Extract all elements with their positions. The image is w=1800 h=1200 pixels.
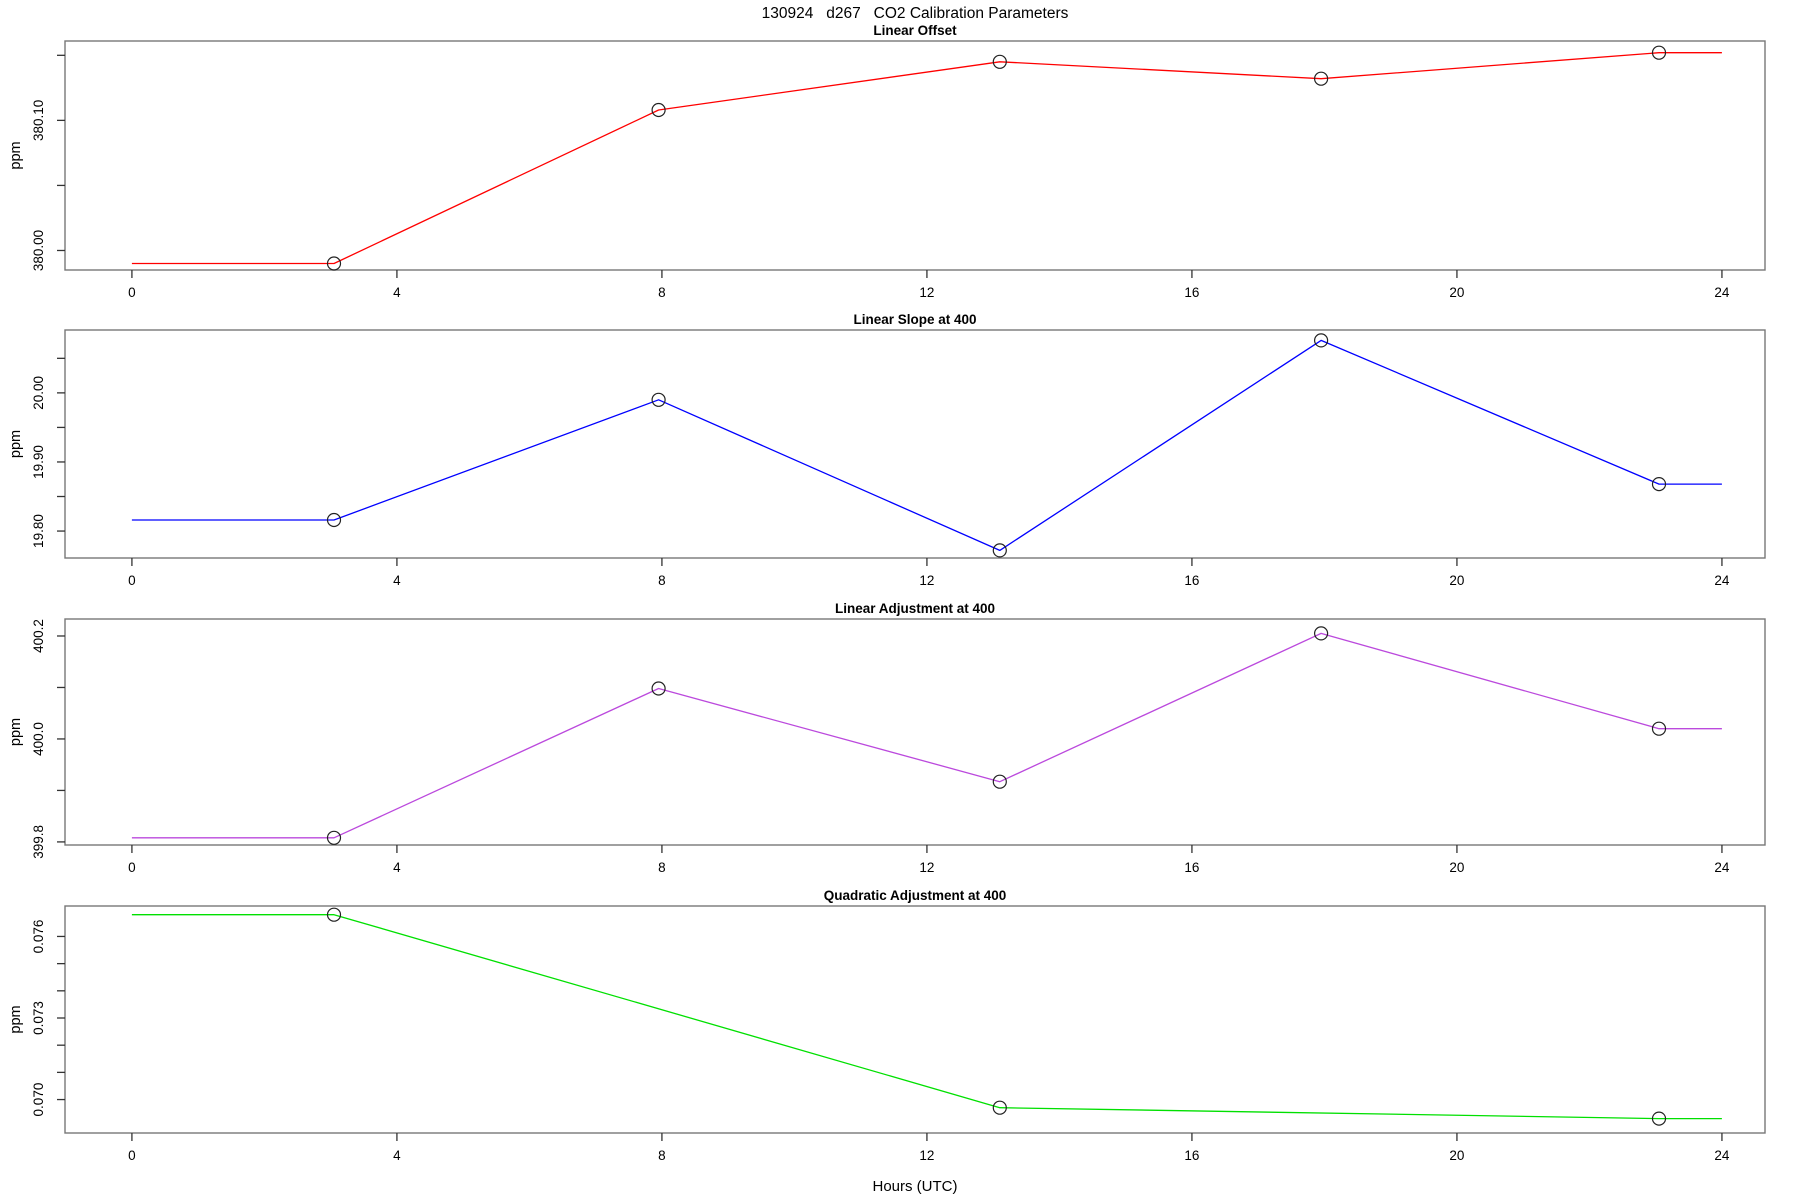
x-tick-label: 12: [919, 573, 934, 588]
panel-title: Linear Slope at 400: [853, 312, 976, 327]
panel-4: Quadratic Adjustment at 400 0.070 0.073 0.0…: [8, 888, 1766, 1163]
y-axis-title: ppm: [8, 1005, 24, 1033]
x-tick-label: 8: [658, 573, 666, 588]
x-tick-label: 24: [1714, 285, 1730, 300]
data-point: [1313, 71, 1329, 86]
x-tick-label: 8: [658, 1148, 666, 1163]
x-tick-label: 16: [1184, 1148, 1199, 1163]
data-point: [326, 256, 342, 271]
x-tick-label: 4: [393, 573, 401, 588]
x-tick-label: 24: [1714, 1148, 1730, 1163]
panel-border: [64, 329, 1766, 559]
y-tick-label: 400.0: [31, 722, 46, 756]
y-tick-label: 19.80: [31, 514, 46, 548]
x-tick-label: 0: [128, 1148, 136, 1163]
data-point: [651, 102, 666, 118]
y-axis-title: ppm: [8, 430, 24, 458]
x-tick-label: 20: [1449, 285, 1464, 300]
panel-3: Linear Adjustment at 400 399.8 400.0 400.2 p…: [8, 601, 1766, 875]
data-line: [131, 52, 1722, 265]
x-tick-label: 12: [919, 1148, 934, 1163]
data-point: [326, 907, 342, 922]
x-axis-title: Hours (UTC): [873, 1178, 958, 1195]
x-tick-label: 12: [919, 860, 934, 875]
y-tick-label: 380.10: [31, 100, 46, 141]
panel-title: Linear Offset: [873, 23, 957, 38]
x-tick-label: 24: [1714, 573, 1730, 588]
x-tick-label: 8: [658, 860, 666, 875]
x-tick-label: 0: [128, 573, 136, 588]
y-tick-label: 0.076: [31, 920, 46, 954]
x-tick-label: 20: [1449, 1148, 1464, 1163]
panel-border: [64, 905, 1766, 1134]
data-point: [1651, 721, 1667, 736]
y-tick-label: 0.070: [31, 1083, 46, 1117]
panel-border: [64, 618, 1766, 846]
x-tick-label: 16: [1184, 285, 1199, 300]
x-tick-label: 0: [128, 285, 136, 300]
x-tick-label: 20: [1449, 573, 1464, 588]
x-tick-label: 16: [1184, 573, 1199, 588]
data-point: [1651, 477, 1667, 492]
x-tick-label: 4: [393, 285, 401, 300]
data-point: [1651, 1111, 1667, 1126]
y-tick-label: 20.00: [31, 376, 46, 410]
panel-border: [64, 40, 1766, 271]
x-tick-label: 24: [1714, 860, 1730, 875]
panel-title: Quadratic Adjustment at 400: [824, 888, 1007, 903]
data-line: [131, 632, 1722, 839]
y-tick-label: 0.073: [31, 1001, 46, 1035]
data-point: [992, 54, 1007, 69]
panel-2: Linear Slope at 400 19.80 19.90 20.00 ppm 0 4 8…: [8, 312, 1766, 588]
data-line: [131, 914, 1722, 1120]
data-point: [992, 543, 1007, 558]
figure-title: 130924 d267 CO2 Calibration Parameters: [762, 5, 1069, 22]
data-line: [131, 339, 1722, 552]
data-point: [326, 512, 342, 528]
x-tick-label: 0: [128, 860, 136, 875]
x-tick-label: 4: [393, 1148, 401, 1163]
data-point: [992, 774, 1007, 789]
y-tick-label: 19.90: [31, 445, 46, 479]
data-point: [651, 392, 666, 407]
panel-title: Linear Adjustment at 400: [835, 601, 995, 616]
data-point: [326, 830, 342, 845]
data-point: [1313, 333, 1329, 348]
y-axis-title: ppm: [8, 718, 24, 746]
y-tick-label: 400.2: [31, 619, 46, 653]
x-tick-label: 8: [658, 285, 666, 300]
x-tick-label: 20: [1449, 860, 1464, 875]
data-point: [1651, 45, 1667, 60]
y-axis-title: ppm: [8, 141, 24, 169]
data-point: [651, 681, 666, 696]
data-point: [1313, 626, 1329, 641]
panel-1: Linear Offset 380.00 380.10 ppm 0 4 8 12 16 20 24: [8, 23, 1766, 300]
x-tick-label: 12: [919, 285, 934, 300]
data-point: [992, 1100, 1007, 1115]
x-tick-label: 16: [1184, 860, 1199, 875]
y-tick-label: 380.00: [31, 230, 46, 271]
y-tick-label: 399.8: [31, 825, 46, 859]
x-tick-label: 4: [393, 860, 401, 875]
